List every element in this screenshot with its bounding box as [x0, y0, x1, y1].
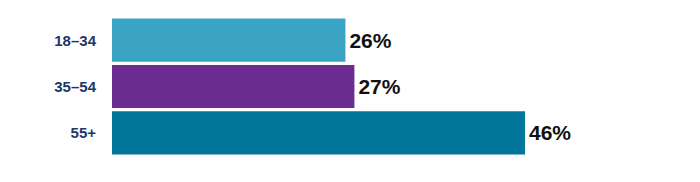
svg-text:35–54: 35–54: [54, 78, 96, 95]
svg-text:18–34: 18–34: [54, 32, 96, 49]
svg-text:46%: 46%: [529, 121, 571, 144]
svg-text:26%: 26%: [349, 29, 391, 52]
svg-text:55+: 55+: [71, 124, 97, 141]
svg-text:27%: 27%: [358, 75, 400, 98]
